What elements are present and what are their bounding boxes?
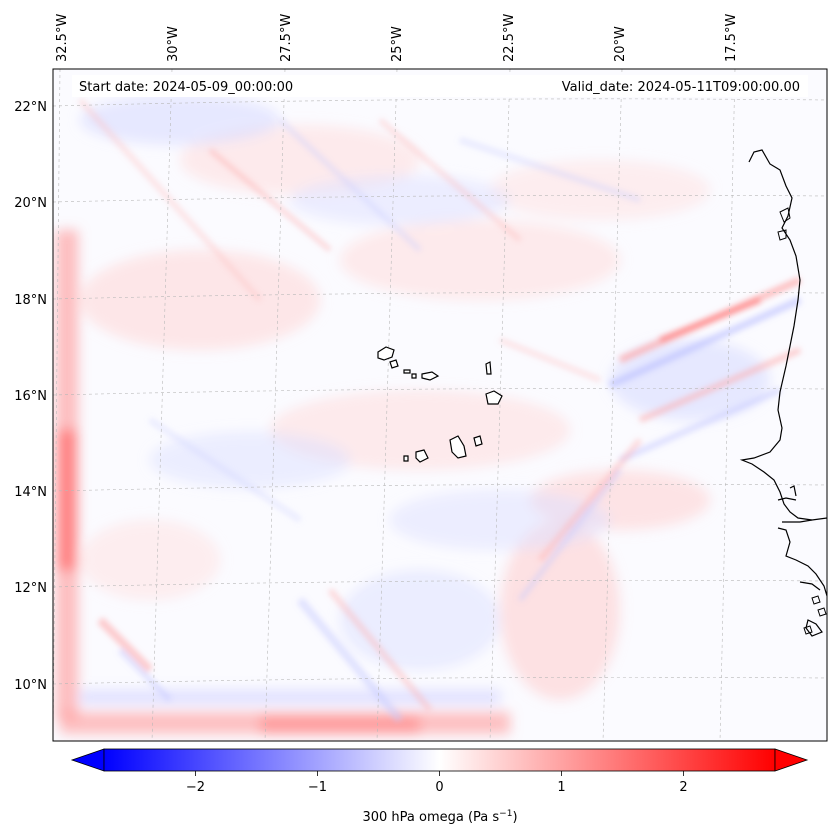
colorbar: −2 −1 0 1 2 300 hPa omega (Pa s−1)	[70, 748, 809, 825]
longitude-labels: 32.5°W 30°W 27.5°W 25°W 22.5°W 20°W 17.5…	[55, 14, 739, 62]
colorbar-body	[103, 748, 776, 772]
start-date-text: Start date: 2024-05-09_00:00:00	[79, 80, 293, 95]
cape-verde-islands	[377, 346, 503, 463]
gambia-coast	[777, 497, 813, 523]
lon-label: 25°W	[390, 26, 405, 62]
lon-label: 17.5°W	[724, 14, 739, 62]
lon-label: 30°W	[166, 26, 181, 62]
colorbar-ticks: −2 −1 0 1 2	[186, 771, 688, 795]
lon-label: 27.5°W	[279, 14, 294, 62]
bijagos-islands	[803, 595, 827, 635]
colorbar-tick-label: −1	[308, 780, 327, 795]
map-panel: Start date: 2024-05-09_00:00:00 Valid_da…	[52, 68, 828, 742]
lat-label: 10°N	[14, 678, 47, 693]
colorbar-tick-label: 1	[557, 780, 565, 795]
lon-label: 20°W	[613, 26, 628, 62]
africa-coastline	[739, 149, 827, 637]
colorbar-tick-label: 0	[435, 780, 443, 795]
colorbar-tick-label: −2	[186, 780, 205, 795]
lon-label: 32.5°W	[55, 14, 70, 62]
lat-label: 16°N	[14, 389, 47, 404]
latitude-labels: 22°N 20°N 18°N 16°N 14°N 12°N 10°N	[14, 100, 47, 693]
colorbar-tick-label: 2	[679, 780, 687, 795]
lat-label: 12°N	[14, 581, 47, 596]
coastal-islands	[777, 207, 791, 241]
lat-label: 18°N	[14, 293, 47, 308]
lat-label: 22°N	[14, 100, 47, 115]
graticule	[53, 69, 827, 741]
colorbar-extend-max	[774, 748, 809, 772]
map-border	[52, 68, 828, 742]
omega-streaks	[77, 97, 802, 723]
valid-date-text: Valid_date: 2024-05-11T09:00:00.00	[562, 80, 800, 95]
colorbar-label: 300 hPa omega (Pa s−1)	[362, 809, 517, 825]
lat-label: 20°N	[14, 196, 47, 211]
lon-label: 22.5°W	[502, 14, 517, 62]
lat-label: 14°N	[14, 485, 47, 500]
annotation-box	[72, 75, 808, 97]
colorbar-extend-min	[70, 748, 105, 772]
